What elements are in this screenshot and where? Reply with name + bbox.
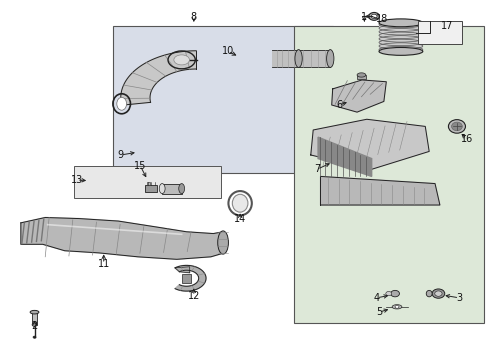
Text: 7: 7 bbox=[314, 164, 320, 174]
Text: 6: 6 bbox=[336, 100, 342, 110]
Bar bbox=[379, 23, 423, 51]
Ellipse shape bbox=[379, 19, 423, 27]
Polygon shape bbox=[21, 217, 223, 259]
Text: 10: 10 bbox=[222, 46, 234, 57]
Polygon shape bbox=[320, 176, 440, 205]
Ellipse shape bbox=[179, 184, 185, 194]
Text: 12: 12 bbox=[188, 291, 200, 301]
Ellipse shape bbox=[392, 305, 402, 309]
Text: 16: 16 bbox=[461, 134, 473, 144]
Text: 14: 14 bbox=[234, 214, 246, 224]
Ellipse shape bbox=[379, 48, 423, 55]
Bar bbox=[32, 312, 37, 325]
Ellipse shape bbox=[232, 194, 248, 212]
Bar bbox=[162, 184, 182, 194]
Ellipse shape bbox=[386, 292, 392, 296]
Bar bbox=[357, 75, 366, 79]
Text: 13: 13 bbox=[71, 175, 83, 185]
Ellipse shape bbox=[371, 14, 377, 18]
Ellipse shape bbox=[117, 97, 126, 110]
Polygon shape bbox=[311, 119, 429, 169]
Text: 15: 15 bbox=[134, 161, 147, 171]
Text: 5: 5 bbox=[376, 307, 382, 317]
Text: 18: 18 bbox=[376, 14, 389, 23]
Bar bbox=[298, 50, 330, 67]
Ellipse shape bbox=[174, 55, 190, 65]
Text: 9: 9 bbox=[118, 150, 124, 160]
Ellipse shape bbox=[426, 291, 432, 297]
Bar bbox=[272, 50, 298, 67]
Ellipse shape bbox=[33, 336, 36, 338]
Ellipse shape bbox=[30, 310, 39, 314]
Ellipse shape bbox=[218, 231, 228, 254]
Ellipse shape bbox=[452, 122, 462, 131]
Text: 17: 17 bbox=[441, 21, 453, 31]
Ellipse shape bbox=[327, 50, 334, 67]
Polygon shape bbox=[121, 51, 196, 105]
Text: 1: 1 bbox=[361, 13, 368, 22]
Bar bbox=[114, 26, 333, 173]
Polygon shape bbox=[318, 137, 372, 176]
Ellipse shape bbox=[391, 291, 399, 297]
Bar bbox=[74, 166, 220, 198]
Ellipse shape bbox=[159, 184, 165, 194]
Bar bbox=[147, 182, 150, 185]
Ellipse shape bbox=[435, 291, 442, 296]
Ellipse shape bbox=[369, 13, 379, 20]
Text: 3: 3 bbox=[456, 293, 463, 303]
Text: 8: 8 bbox=[191, 13, 197, 22]
Ellipse shape bbox=[32, 323, 37, 327]
Bar bbox=[294, 26, 484, 323]
Bar bbox=[182, 274, 191, 283]
Ellipse shape bbox=[357, 73, 366, 77]
Polygon shape bbox=[175, 265, 206, 291]
Polygon shape bbox=[332, 80, 386, 112]
Text: 4: 4 bbox=[373, 293, 380, 303]
Text: 11: 11 bbox=[98, 259, 110, 269]
Bar bbox=[145, 185, 157, 192]
Ellipse shape bbox=[295, 50, 302, 67]
Ellipse shape bbox=[448, 120, 466, 133]
Ellipse shape bbox=[432, 289, 445, 298]
Ellipse shape bbox=[395, 305, 399, 308]
Text: 2: 2 bbox=[31, 321, 38, 331]
Polygon shape bbox=[175, 267, 190, 273]
Bar bbox=[418, 21, 462, 44]
